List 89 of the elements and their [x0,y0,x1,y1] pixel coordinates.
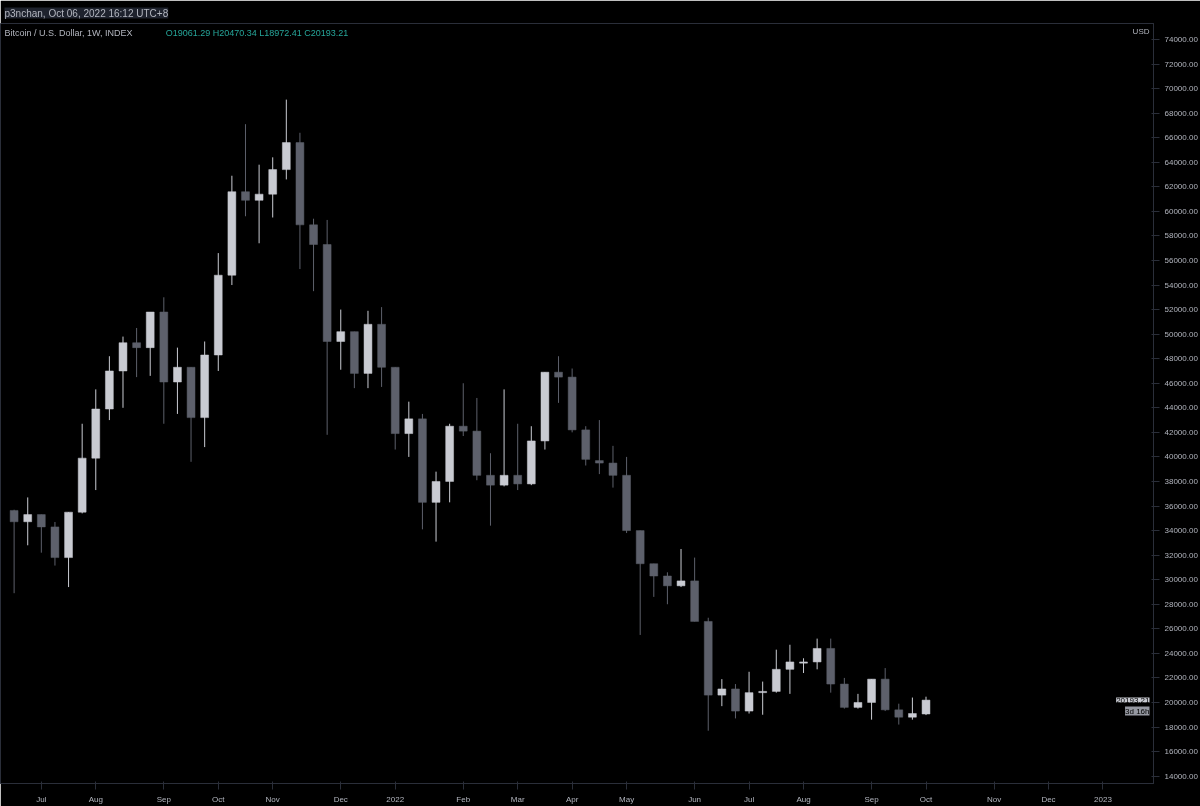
y-tick-label: 34000.00 [1164,526,1199,536]
annotation: 3d 16h [1125,706,1150,716]
candlestick [431,471,441,543]
x-tick-label: Sep [864,794,880,804]
x-tick-label: Oct [919,794,934,804]
y-tick-label: 62000.00 [1164,182,1199,192]
x-tick-label: Nov [265,794,280,804]
candlestick [404,401,414,458]
y-tick-label: 52000.00 [1164,305,1199,315]
y-tick-label: 42000.00 [1164,427,1199,437]
y-tick-label: 74000.00 [1164,34,1199,44]
candlestick [37,514,46,554]
y-tick-label: 36000.00 [1164,501,1199,511]
y-tick-label: 56000.00 [1164,255,1199,265]
candlestick [554,355,563,404]
y-tick-label: 48000.00 [1164,354,1199,364]
candlestick [608,445,618,489]
y-tick-label: 72000.00 [1164,59,1199,69]
candlestick [785,644,795,695]
candlestick [663,571,672,605]
candlestick [894,703,903,726]
y-tick-label: 68000.00 [1164,108,1199,118]
y-tick-label: 38000.00 [1164,476,1199,486]
candlestick [9,509,19,594]
y-tick-label: 46000.00 [1164,378,1199,388]
y-tick-label: 28000.00 [1164,599,1199,609]
candlestick [758,681,767,716]
candlestick [649,563,658,598]
y-tick-label: 14000.00 [1164,771,1199,781]
x-tick-label: Dec [1041,794,1056,804]
y-tick-label: 30000.00 [1164,575,1199,585]
x-tick-label: Aug [796,794,811,804]
chart-subtitle: Bitcoin / U.S. Dollar, 1W, INDEX [4,27,133,38]
y-tick-label: 44000.00 [1164,403,1199,413]
y-tick-label: 16000.00 [1164,747,1199,757]
x-tick-label: Mar [510,794,525,804]
candlestick [867,678,876,721]
x-tick-label: Aug [88,794,103,804]
annotation: O19061.29 H20470.34 L18972.41 C20193.21 [165,27,349,38]
y-tick-label: 32000.00 [1164,550,1199,560]
y-tick-label: 22000.00 [1164,673,1199,683]
y-axis-title: USD [1132,26,1150,36]
x-tick-label: Apr [565,794,579,804]
candlestick [853,693,863,710]
candlestick [772,649,781,694]
candlestick [513,423,522,491]
candlestick [336,309,345,371]
y-tick-label: 20000.00 [1164,697,1199,707]
y-tick-label: 40000.00 [1164,452,1199,462]
candlestick [812,638,822,670]
candlestick [309,218,318,292]
candlestick [731,683,740,719]
candlestick [717,678,727,707]
chart-title: p3nchan, Oct 06, 2022 16:12 UTC+8 [4,7,169,19]
y-tick-label: 58000.00 [1164,231,1199,241]
candlestick [254,164,264,244]
candlestick [132,327,141,378]
y-tick-label: 18000.00 [1164,722,1199,732]
x-tick-label: 2022 [386,794,405,804]
x-tick-label: Feb [456,794,471,804]
y-tick-label: 66000.00 [1164,133,1199,143]
x-tick-label: May [619,794,635,804]
y-tick-label: 50000.00 [1164,329,1199,339]
x-tick-label: Dec [333,794,348,804]
candlestick [241,123,250,217]
y-tick-label: 64000.00 [1164,157,1199,167]
x-tick-label: Oct [212,794,226,804]
candlestick [840,677,849,710]
x-tick-label: Jul [743,794,755,804]
candlestick [676,548,686,588]
candlestick [173,347,182,415]
x-tick-label: 2023 [1094,794,1113,804]
y-tick-label: 24000.00 [1164,648,1199,658]
y-tick-label: 54000.00 [1164,280,1199,290]
y-tick-label: 70000.00 [1164,84,1199,94]
candlestick [595,419,604,475]
x-tick-label: Jun [688,794,702,804]
candlestick [486,452,495,527]
x-tick-label: Sep [156,794,172,804]
x-tick-label: Jul [36,794,47,804]
y-tick-label: 26000.00 [1164,624,1199,634]
candlestick [459,382,468,437]
candlestick [499,388,509,487]
annotation: 20193.21 [1116,695,1151,705]
candlestick [744,671,754,715]
x-tick-label: Nov [986,794,1002,804]
y-tick-label: 60000.00 [1164,206,1199,216]
candlestick [908,697,917,721]
candlestick [23,496,32,546]
